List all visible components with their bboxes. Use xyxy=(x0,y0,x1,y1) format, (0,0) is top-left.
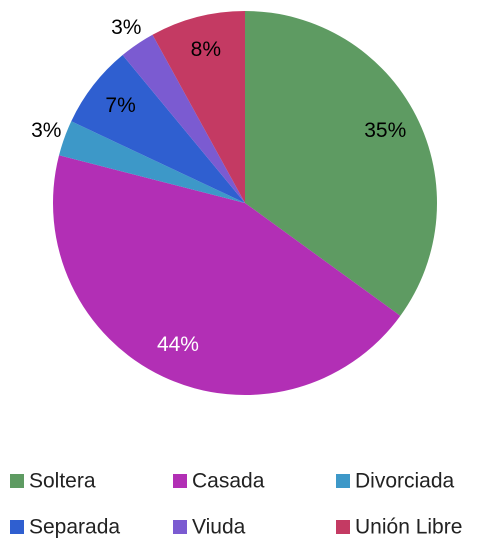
legend-swatch xyxy=(10,520,24,534)
legend-swatch xyxy=(10,474,24,488)
data-label: 35% xyxy=(364,119,406,142)
pie-slice xyxy=(53,155,401,396)
data-label: 3% xyxy=(31,119,61,142)
legend-swatch xyxy=(173,520,187,534)
data-label: 3% xyxy=(111,16,141,39)
legend-label: Unión Libre xyxy=(355,516,462,539)
pie-slice xyxy=(245,11,437,316)
legend-swatch xyxy=(173,474,187,488)
pie-slice xyxy=(152,10,245,203)
pie-slice xyxy=(71,55,245,203)
pie-slice xyxy=(122,34,245,204)
data-label: 7% xyxy=(105,94,135,117)
legend-label: Casada xyxy=(192,470,265,493)
data-label: 8% xyxy=(191,38,221,61)
legend-swatch xyxy=(336,474,350,488)
pie-slice xyxy=(59,121,246,203)
legend-label: Viuda xyxy=(192,516,246,539)
legend-label: Soltera xyxy=(29,470,96,493)
legend-label: Divorciada xyxy=(355,470,455,493)
legend-label: Separada xyxy=(29,516,120,539)
legend-swatch xyxy=(336,520,350,534)
data-label: 44% xyxy=(157,333,199,356)
